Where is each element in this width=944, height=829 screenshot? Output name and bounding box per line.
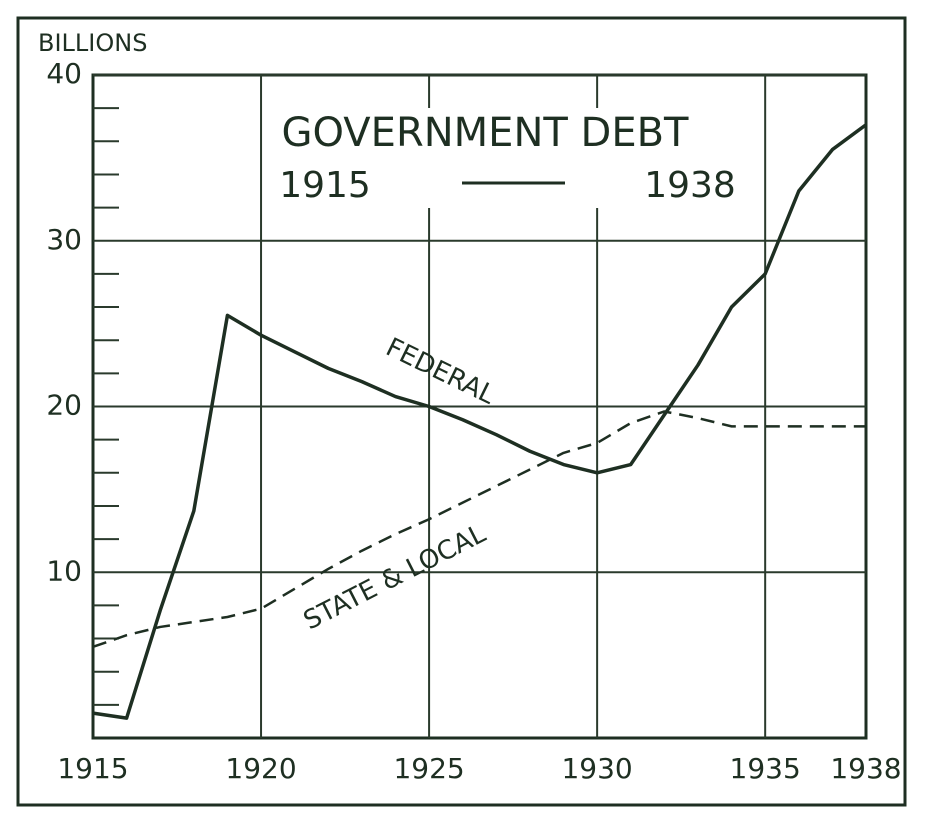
frame xyxy=(16,16,907,807)
series-label: STATE & LOCAL xyxy=(299,519,491,637)
y-tick-label: 20 xyxy=(46,389,82,422)
title-background xyxy=(290,108,735,208)
x-tick-label: 1925 xyxy=(393,752,464,785)
y-tick-label: 10 xyxy=(46,554,82,587)
series-line xyxy=(92,123,868,720)
x-tick-label: 1938 xyxy=(830,752,901,785)
series-line xyxy=(92,410,866,649)
y-tick-label: 30 xyxy=(46,223,82,256)
x-tick-label: 1915 xyxy=(57,752,128,785)
x-tick-label: 1935 xyxy=(730,752,801,785)
y-tick-label: 40 xyxy=(46,57,82,90)
title-year: 1915 xyxy=(279,165,371,206)
chart-title: GOVERNMENT DEBT xyxy=(282,110,690,156)
x-tick-label: 1930 xyxy=(561,752,632,785)
title-year: 1938 xyxy=(644,165,736,206)
x-tick-label: 1920 xyxy=(225,752,296,785)
y-axis-label: BILLIONS xyxy=(38,29,147,57)
